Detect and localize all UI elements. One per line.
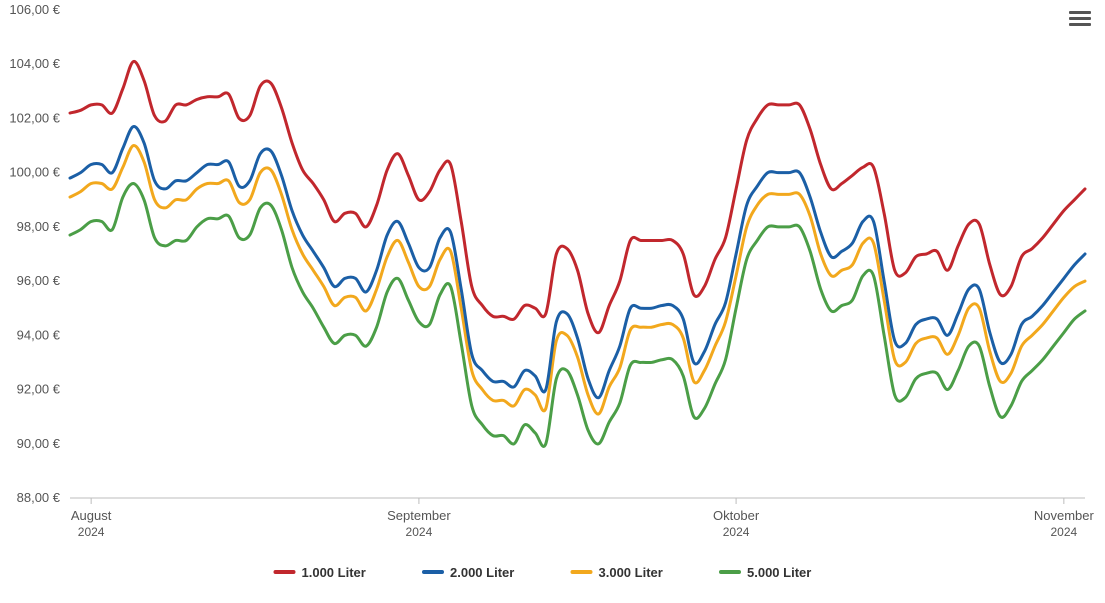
legend-label[interactable]: 2.000 Liter: [450, 565, 514, 580]
x-tick-sublabel: 2024: [78, 525, 105, 539]
y-tick-label: 96,00 €: [17, 273, 61, 288]
legend-label[interactable]: 1.000 Liter: [302, 565, 366, 580]
y-tick-label: 92,00 €: [17, 382, 61, 397]
x-tick-sublabel: 2024: [723, 525, 750, 539]
x-tick-label: November: [1034, 508, 1095, 523]
legend-label[interactable]: 3.000 Liter: [599, 565, 663, 580]
legend-label[interactable]: 5.000 Liter: [747, 565, 811, 580]
y-tick-label: 106,00 €: [9, 2, 60, 17]
price-chart: 88,00 € 90,00 € 92,00 € 94,00 € 96,00 € 98,00…: [0, 0, 1105, 603]
x-tick-sublabel: 2024: [1051, 525, 1078, 539]
y-tick-label: 94,00 €: [17, 327, 61, 342]
x-tick-sublabel: 2024: [406, 525, 433, 539]
y-tick-label: 90,00 €: [17, 436, 61, 451]
chart-svg: 88,00 € 90,00 € 92,00 € 94,00 € 96,00 € 98,00…: [0, 0, 1105, 603]
y-tick-label: 104,00 €: [9, 56, 60, 71]
series-line: [70, 145, 1085, 414]
y-tick-label: 100,00 €: [9, 165, 60, 180]
series-line: [70, 183, 1085, 446]
y-tick-label: 98,00 €: [17, 219, 61, 234]
y-tick-label: 102,00 €: [9, 110, 60, 125]
x-tick-label: September: [387, 508, 451, 523]
x-tick-label: Oktober: [713, 508, 760, 523]
y-tick-label: 88,00 €: [17, 490, 61, 505]
series-line: [70, 61, 1085, 332]
chart-menu-icon[interactable]: [1069, 8, 1091, 26]
x-tick-label: August: [71, 508, 112, 523]
